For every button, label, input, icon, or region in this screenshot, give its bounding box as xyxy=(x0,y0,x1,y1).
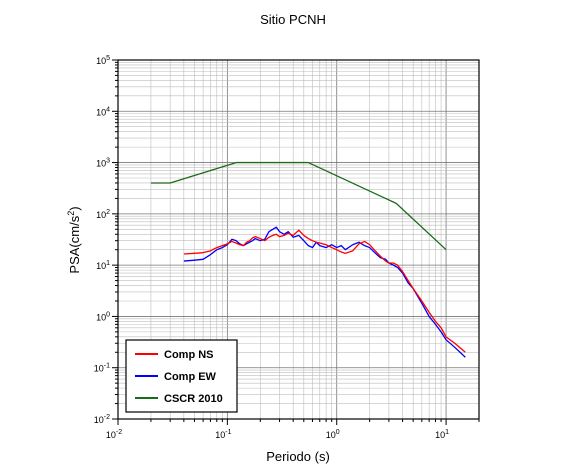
series-line-comp-ns xyxy=(183,229,466,353)
y-tick-label: 101 xyxy=(96,260,110,271)
y-tick-label: 103 xyxy=(96,158,110,169)
x-tick-label-exponent: 1 xyxy=(445,429,449,436)
x-tick-label-base: 10 xyxy=(435,430,445,440)
y-tick-label-base: 10 xyxy=(96,210,106,220)
y-tick-label-exponent: -2 xyxy=(104,414,110,421)
y-tick-label: 104 xyxy=(96,106,110,117)
y-tick-label-exponent: 3 xyxy=(106,158,110,165)
x-tick-label-exponent: -2 xyxy=(116,429,122,436)
y-axis-label-exponent: 2 xyxy=(66,211,76,216)
x-ticks: 10-2 10-1 100 101 xyxy=(106,419,480,440)
x-tick-label: 101 xyxy=(435,429,449,440)
y-tick-label: 10-1 xyxy=(94,363,110,374)
plot-frame xyxy=(117,59,480,420)
x-axis-label: Periodo (s) xyxy=(266,449,330,464)
y-tick-label-base: 10 xyxy=(94,364,104,374)
y-axis-label-base: PSA(cm/s xyxy=(67,215,82,273)
x-tick-label-base: 10 xyxy=(326,430,336,440)
y-tick-label-exponent: 5 xyxy=(106,55,110,62)
y-tick-label-exponent: 1 xyxy=(106,260,110,267)
x-tick-label-base: 10 xyxy=(106,430,116,440)
y-axis-label: PSA(cm/s2) xyxy=(66,206,82,273)
x-tick-label: 10-1 xyxy=(215,429,231,440)
y-tick-label: 105 xyxy=(96,55,110,66)
series-line-cscr-2010 xyxy=(150,161,447,251)
y-tick-label-exponent: 4 xyxy=(106,106,110,113)
y-tick-label: 10-2 xyxy=(94,414,110,425)
legend-label-comp-ns: Comp NS xyxy=(164,349,214,361)
y-tick-label-base: 10 xyxy=(94,415,104,425)
legend-label-cscr-2010: CSCR 2010 xyxy=(164,393,223,405)
y-tick-label-base: 10 xyxy=(96,107,106,117)
y-tick-label-base: 10 xyxy=(96,312,106,322)
series-layer xyxy=(150,161,466,358)
y-tick-label: 102 xyxy=(96,209,110,220)
y-tick-label-base: 10 xyxy=(96,159,106,169)
legend: Comp NS Comp EW CSCR 2010 xyxy=(125,339,238,413)
y-tick-label-exponent: -1 xyxy=(104,363,110,370)
series-line-comp-ew xyxy=(183,226,466,358)
y-tick-label-exponent: 2 xyxy=(106,209,110,216)
x-tick-label: 10-2 xyxy=(106,429,122,440)
chart-title: Sitio PCNH xyxy=(260,12,326,27)
x-tick-label: 100 xyxy=(326,429,340,440)
legend-label-comp-ew: Comp EW xyxy=(164,371,217,383)
y-axis-label-close: ) xyxy=(67,206,82,210)
x-tick-label-exponent: 0 xyxy=(336,429,340,436)
y-tick-label-exponent: 0 xyxy=(106,311,110,318)
x-tick-label-exponent: -1 xyxy=(225,429,231,436)
y-tick-label: 100 xyxy=(96,311,110,322)
x-tick-label-base: 10 xyxy=(215,430,225,440)
y-tick-label-base: 10 xyxy=(96,261,106,271)
y-tick-label-base: 10 xyxy=(96,56,106,66)
